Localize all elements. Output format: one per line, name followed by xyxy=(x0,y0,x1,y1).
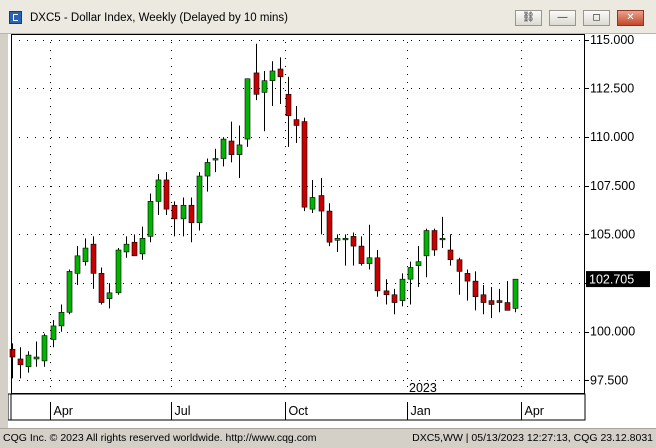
year-label: 2023 xyxy=(409,381,437,395)
candle-body xyxy=(512,278,519,309)
candle-body xyxy=(439,238,446,241)
candle-body xyxy=(488,300,495,305)
y-tick-label: 105.000 xyxy=(590,227,635,241)
candle-body xyxy=(41,335,48,362)
candle-body xyxy=(155,179,162,202)
last-price-box xyxy=(586,271,650,288)
candle-body xyxy=(253,72,260,95)
candle-body xyxy=(431,230,438,251)
candle-body xyxy=(301,121,308,208)
y-tick-label: 112.500 xyxy=(590,81,634,95)
candle-body xyxy=(131,241,138,257)
candle-body xyxy=(244,78,251,140)
candle-body xyxy=(415,261,422,266)
candle-body xyxy=(74,255,81,274)
candlestick-chart[interactable]: 97.500100.000102.500105.000107.500110.00… xyxy=(7,33,656,428)
candle-body xyxy=(334,238,341,241)
candle-body xyxy=(196,175,203,224)
status-bar: CQG Inc. © 2023 All rights reserved worl… xyxy=(0,428,656,448)
candle-body xyxy=(496,300,503,303)
candle-body xyxy=(326,210,333,243)
candle-body xyxy=(171,204,178,220)
time-axis[interactable] xyxy=(10,393,586,421)
candle-body xyxy=(407,267,414,280)
plot-area[interactable] xyxy=(11,34,585,394)
candle-body xyxy=(50,325,57,340)
candle-body xyxy=(9,348,16,358)
candle-body xyxy=(480,294,487,303)
app-icon xyxy=(9,11,22,24)
x-tick-label: Jul xyxy=(175,404,191,418)
candle-body xyxy=(261,80,268,93)
candle-body xyxy=(98,273,105,303)
y-tick-label: 97.500 xyxy=(590,373,628,387)
candle-body xyxy=(318,195,325,212)
minimize-button[interactable]: — xyxy=(549,10,576,26)
candle-body xyxy=(472,280,479,298)
candle-body xyxy=(293,119,300,126)
axis-corner xyxy=(7,393,12,421)
y-tick-label: 115.000 xyxy=(590,34,634,47)
window-title: DXC5 - Dollar Index, Weekly (Delayed by … xyxy=(30,12,288,24)
candle-body xyxy=(90,243,97,274)
candle-body xyxy=(17,358,24,366)
restore-button[interactable]: ◻ xyxy=(583,10,610,26)
candle-body xyxy=(58,311,65,327)
candle-body xyxy=(236,144,243,155)
candle-body xyxy=(456,259,463,272)
copyright-text: CQG Inc. © 2023 All rights reserved worl… xyxy=(3,432,317,444)
link-icon[interactable]: ⛓ xyxy=(515,10,542,26)
title-bar: DXC5 - Dollar Index, Weekly (Delayed by … xyxy=(0,0,656,34)
candle-body xyxy=(106,292,113,299)
candle-body xyxy=(374,257,381,292)
close-button[interactable]: ✕ xyxy=(617,10,644,26)
last-price-label: 102.705 xyxy=(589,273,634,287)
candle-body xyxy=(350,236,357,247)
x-tick-label: Jan xyxy=(411,404,431,418)
candle-body xyxy=(391,294,398,303)
candle-body xyxy=(358,245,365,264)
candle-body xyxy=(188,204,195,224)
candle-body xyxy=(504,302,511,311)
candle-body xyxy=(277,68,284,78)
candle-body xyxy=(464,273,471,282)
candle-body xyxy=(342,238,349,241)
y-tick-label: 107.500 xyxy=(590,179,635,193)
candle-body xyxy=(399,278,406,301)
x-tick-label: Apr xyxy=(525,404,544,418)
candle-body xyxy=(66,271,73,313)
candle-body xyxy=(115,249,122,294)
candle-body xyxy=(204,162,211,177)
candle-body xyxy=(366,257,373,264)
candle-body xyxy=(423,230,430,257)
candle-body xyxy=(163,179,170,210)
candle-body xyxy=(33,356,40,360)
chart-panel[interactable]: 97.500100.000102.500105.000107.500110.00… xyxy=(7,33,656,428)
y-tick-label: 100.000 xyxy=(590,325,635,339)
candle-body xyxy=(147,201,154,237)
x-tick-label: Apr xyxy=(54,404,73,418)
candle-body xyxy=(180,204,187,220)
candle-body xyxy=(82,247,89,262)
candle-body xyxy=(309,197,316,210)
candle-body xyxy=(25,354,32,368)
candle-body xyxy=(269,70,276,82)
candle-body xyxy=(220,138,227,159)
candle-body xyxy=(383,290,390,296)
candle-body xyxy=(123,243,130,253)
candle-body xyxy=(228,140,235,155)
chart-info-text: DXC5,WW | 05/13/2023 12:27:13, CQG 23.12… xyxy=(412,432,653,444)
candle-body xyxy=(212,158,219,161)
candle-body xyxy=(139,238,146,255)
y-tick-label: 110.000 xyxy=(590,130,634,144)
candle-body xyxy=(447,249,454,261)
candle-body xyxy=(285,94,292,117)
x-tick-label: Oct xyxy=(289,404,309,418)
